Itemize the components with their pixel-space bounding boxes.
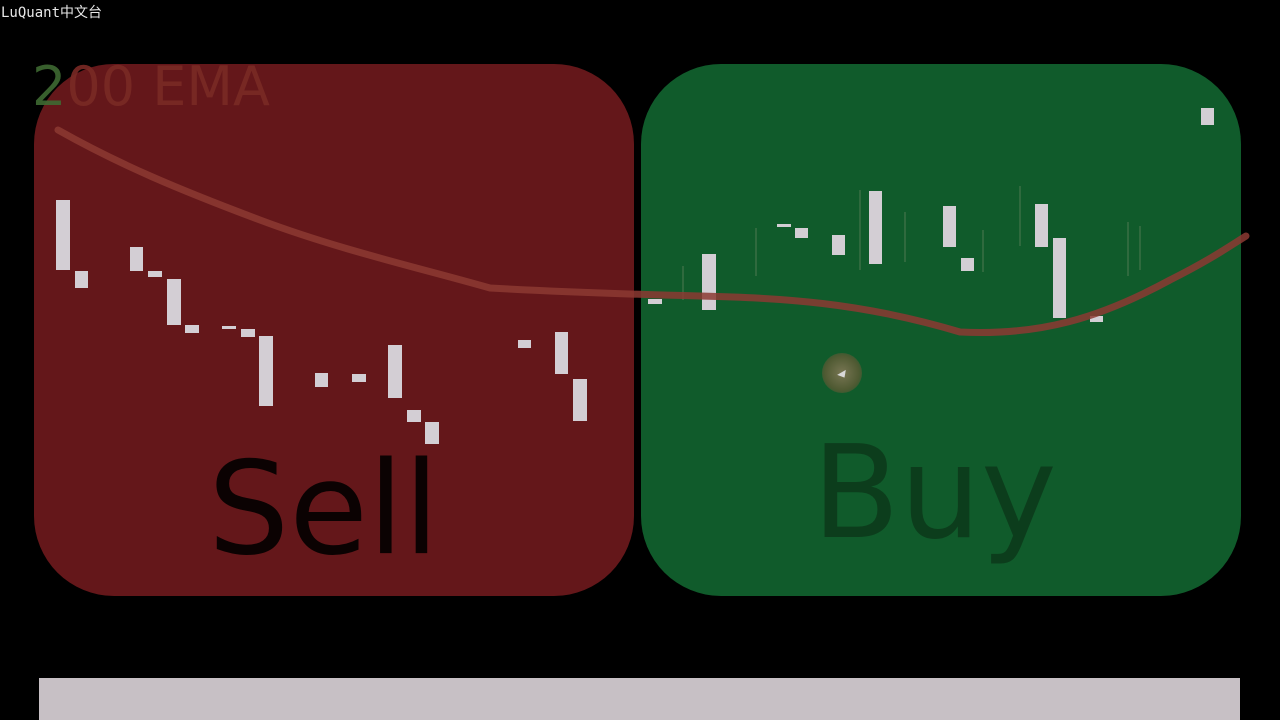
candle-body xyxy=(702,254,716,310)
candle-body xyxy=(130,247,143,271)
candle-body xyxy=(961,258,974,271)
candle-body xyxy=(943,206,956,247)
candle-body xyxy=(315,373,328,387)
candle-body xyxy=(56,200,70,270)
channel-watermark: LuQuant中文台 xyxy=(1,5,103,21)
candle-body xyxy=(648,299,662,304)
ema-title-lead: 2 xyxy=(32,55,67,118)
candle-body xyxy=(795,228,808,238)
candle-body xyxy=(407,410,421,422)
candle-body xyxy=(259,336,273,406)
candle-body xyxy=(75,271,88,288)
buy-label: Buy xyxy=(812,419,1057,568)
sell-label: Sell xyxy=(208,435,440,584)
candle-body xyxy=(167,279,181,325)
candle-body xyxy=(148,271,162,277)
candle-body xyxy=(1201,108,1214,125)
ema-title: 200 EMA xyxy=(32,60,270,114)
candle-body xyxy=(518,340,531,348)
candle-body xyxy=(185,325,199,333)
candle-body xyxy=(352,374,366,382)
candles xyxy=(56,108,1214,444)
ema-line xyxy=(54,126,1250,337)
candle-body xyxy=(832,235,845,255)
cursor-highlight xyxy=(822,353,862,393)
candle-body xyxy=(1090,316,1103,322)
sell-zone xyxy=(34,64,634,596)
ema-title-rest: 00 EMA xyxy=(66,55,270,118)
candle-body xyxy=(573,379,587,421)
candle-body xyxy=(222,326,236,329)
candle-body xyxy=(869,191,882,264)
candle-body xyxy=(555,332,568,374)
bottom-bar xyxy=(39,678,1240,720)
candle-body xyxy=(1035,204,1048,247)
candle-body xyxy=(777,224,791,227)
candle-body xyxy=(1053,238,1066,318)
candle-body xyxy=(241,329,255,337)
candle-body xyxy=(388,345,402,398)
candle-body xyxy=(425,422,439,444)
